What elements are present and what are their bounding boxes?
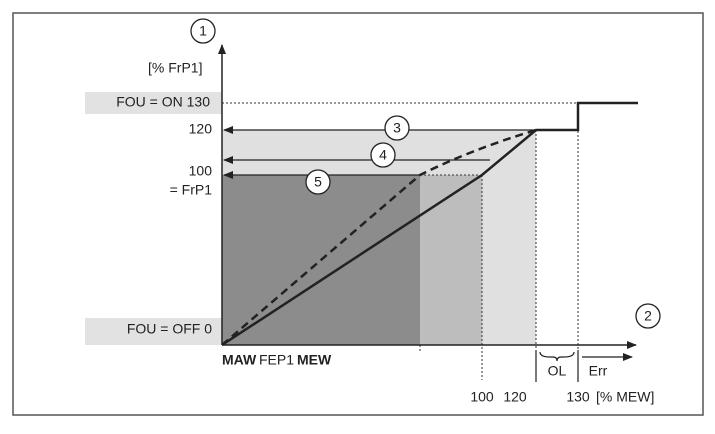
guides (222, 102, 579, 380)
x-label: 130 (566, 389, 590, 405)
dashed-curve (221, 128, 537, 346)
marker: 4 (379, 147, 387, 163)
solid-curve (221, 101, 638, 347)
label-box (85, 318, 222, 345)
x-label: 120 (503, 389, 527, 405)
callouts (190, 18, 661, 329)
y-label: FOU = OFF 0 (127, 321, 212, 337)
marker: 5 (314, 174, 322, 190)
y-label: = FrP1 (170, 182, 213, 198)
marker: 2 (644, 308, 652, 324)
y-label: FOU = ON 130 (116, 94, 210, 110)
y-unit: [% FrP1] (148, 60, 202, 76)
y-label: 100 (189, 163, 213, 179)
x-label: 100 (470, 389, 494, 405)
marker: 1 (199, 23, 207, 39)
range-marks (535, 350, 633, 382)
x-label: FEP1 (259, 352, 294, 368)
x-unit: [% MEW] (596, 389, 654, 405)
frame (12, 12, 704, 416)
marker: 3 (393, 120, 401, 136)
label-box (85, 92, 222, 114)
range-label: Err (589, 363, 608, 379)
y-label: 120 (189, 121, 213, 137)
x-label: MEW (297, 352, 332, 368)
x-label: MAW (222, 352, 257, 368)
range-label: OL (548, 363, 567, 379)
